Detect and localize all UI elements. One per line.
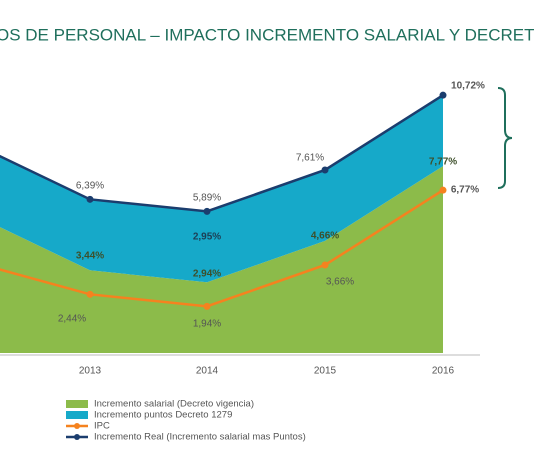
marker — [203, 207, 211, 215]
value-label: 2,44% — [58, 314, 86, 325]
x-tick-label: 2016 — [432, 366, 455, 377]
value-label: 6,39% — [76, 181, 104, 192]
value-label: 3,66% — [326, 277, 354, 288]
value-label: 10,72% — [451, 81, 485, 92]
value-label: 7,61% — [296, 153, 324, 164]
marker — [439, 91, 447, 99]
marker — [321, 166, 329, 174]
value-label: 6,77% — [451, 185, 479, 196]
x-tick-label: 2013 — [79, 366, 102, 377]
x-tick-label: 2015 — [314, 366, 337, 377]
legend-marker — [74, 423, 80, 429]
area — [0, 95, 443, 283]
bracket — [497, 87, 513, 189]
legend-label: Incremento puntos Decreto 1279 — [94, 410, 232, 421]
legend-swatch — [66, 411, 88, 419]
legend-label: IPC — [94, 421, 110, 432]
value-label: 5,89% — [193, 193, 221, 204]
area — [0, 166, 443, 353]
legend-label: Incremento salarial (Decreto vigencia) — [94, 399, 254, 410]
value-label: 7,77% — [429, 157, 457, 168]
marker — [86, 195, 94, 203]
value-label: 2,94% — [193, 269, 221, 280]
value-label: 3,44% — [76, 251, 104, 262]
legend-label: Incremento Real (Incremento salarial mas… — [94, 432, 306, 443]
marker — [321, 261, 329, 269]
legend-swatch — [66, 400, 88, 408]
marker — [203, 302, 211, 310]
chart-title: OS DE PERSONAL – IMPACTO INCREMENTO SALA… — [0, 25, 534, 44]
value-label: 2,95% — [193, 232, 221, 243]
marker — [86, 290, 94, 298]
value-label: 1,94% — [193, 319, 221, 330]
marker — [439, 186, 447, 194]
value-label: 4,66% — [311, 231, 339, 242]
x-tick-label: 2014 — [196, 366, 219, 377]
legend-marker — [74, 434, 80, 440]
